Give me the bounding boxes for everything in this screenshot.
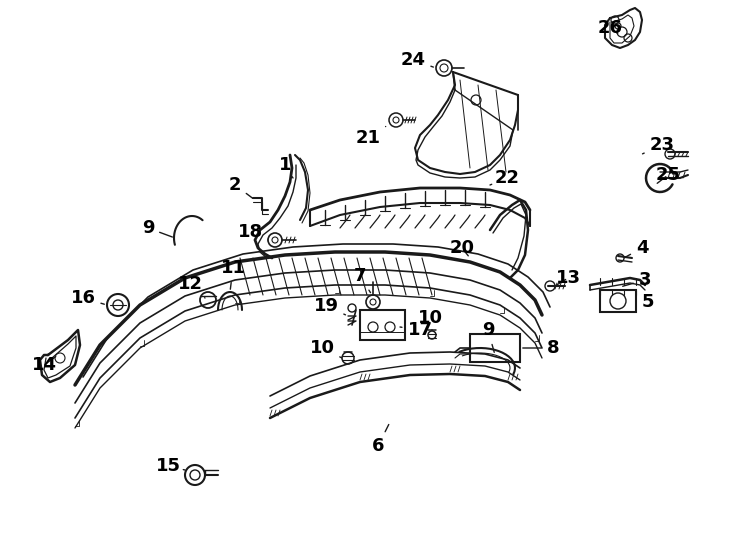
Text: 8: 8 (523, 339, 559, 357)
Text: 10: 10 (418, 309, 443, 330)
Text: 26: 26 (597, 19, 622, 37)
Text: 25: 25 (655, 166, 680, 184)
Text: 13: 13 (556, 269, 581, 287)
Text: 9: 9 (142, 219, 172, 237)
Text: 18: 18 (237, 223, 268, 241)
Text: 12: 12 (178, 275, 205, 298)
Text: 3: 3 (622, 271, 651, 289)
Text: 7: 7 (354, 267, 371, 293)
Text: 17: 17 (400, 321, 432, 339)
Text: 16: 16 (70, 289, 104, 307)
Text: 24: 24 (401, 51, 433, 69)
Bar (600, 290, 636, 312)
Text: 5: 5 (636, 293, 654, 311)
Text: 21: 21 (355, 126, 385, 147)
Text: 2: 2 (229, 176, 252, 198)
Text: 1: 1 (279, 156, 293, 178)
Text: 6: 6 (371, 424, 389, 455)
Text: 23: 23 (642, 136, 675, 154)
Bar (360, 310, 405, 340)
Text: 10: 10 (310, 339, 342, 358)
Bar (470, 334, 520, 362)
Text: 20: 20 (449, 239, 474, 257)
Text: 9: 9 (482, 321, 494, 352)
Text: 14: 14 (32, 356, 57, 374)
Text: 15: 15 (156, 457, 185, 475)
Text: 4: 4 (625, 239, 648, 258)
Text: 19: 19 (313, 297, 346, 315)
Text: 11: 11 (220, 259, 245, 289)
Text: 22: 22 (490, 169, 520, 187)
